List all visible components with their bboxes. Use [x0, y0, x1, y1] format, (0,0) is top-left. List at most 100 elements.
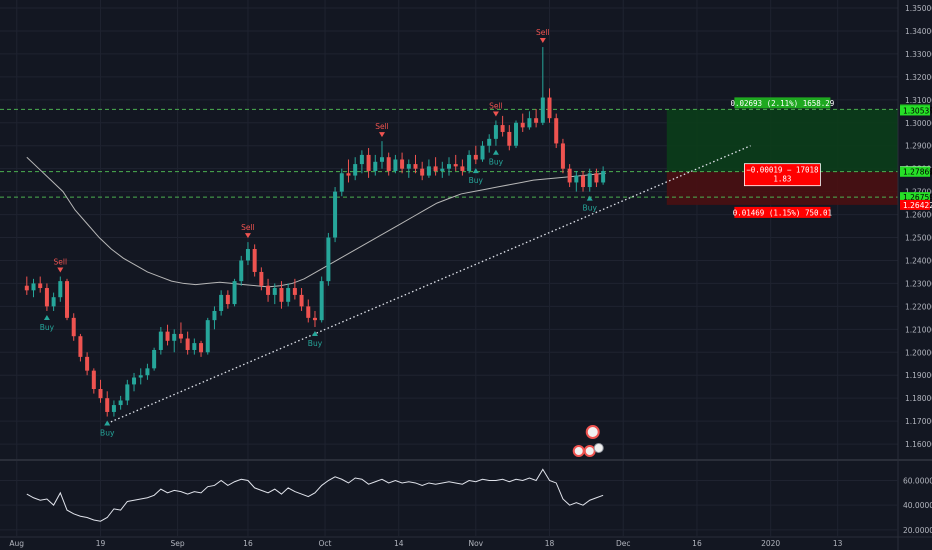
- price-tick-label: 1.24000: [905, 256, 932, 265]
- candle-body: [58, 281, 63, 298]
- price-tick-label: 1.16000: [905, 440, 932, 449]
- event-marker-icon: [583, 445, 596, 457]
- candle-body: [426, 166, 431, 176]
- candle-body: [98, 389, 103, 399]
- candle-body: [393, 159, 398, 171]
- candle-body: [480, 145, 485, 160]
- candle-body: [185, 338, 190, 350]
- buy-arrow-icon: [311, 331, 318, 337]
- candle-body: [406, 164, 411, 169]
- candle-body: [587, 173, 592, 188]
- candle-body: [152, 349, 157, 369]
- price-tick-label: 1.23000: [905, 279, 932, 288]
- time-tick-label: 14: [394, 539, 404, 548]
- candle-body: [527, 118, 532, 128]
- candle-body: [259, 271, 264, 286]
- candle-body: [132, 377, 137, 385]
- loss-label-box: [734, 206, 831, 218]
- candle-body: [346, 173, 351, 176]
- buy-signal-label: Buy: [489, 158, 504, 167]
- candle-body: [319, 281, 324, 321]
- price-tick-label: 1.26000: [905, 211, 932, 220]
- candle-body: [118, 400, 123, 406]
- sell-arrow-icon: [244, 233, 251, 239]
- candle-body: [574, 175, 579, 183]
- price-badge-text: 1.26759: [903, 193, 932, 202]
- price-tick-label: 1.19000: [905, 371, 932, 380]
- candle-body: [272, 288, 277, 295]
- price-tick-label: 1.35000: [905, 4, 932, 13]
- buy-arrow-icon: [586, 195, 593, 201]
- candle-body: [51, 297, 56, 307]
- time-tick-label: Dec: [616, 539, 631, 548]
- price-badge-text: 1.30537: [903, 106, 932, 115]
- candle-body: [286, 288, 291, 302]
- buy-arrow-icon: [104, 420, 111, 426]
- candle-body: [85, 356, 90, 371]
- candle-body: [31, 283, 36, 291]
- candle-body: [105, 398, 110, 412]
- candle-body: [91, 370, 96, 390]
- sell-arrow-icon: [492, 111, 499, 117]
- candle-body: [359, 154, 364, 165]
- risk-reward-box: [743, 163, 821, 187]
- event-marker-icon: [593, 443, 604, 453]
- candle-body: [567, 168, 572, 183]
- candle-body: [292, 288, 297, 295]
- candle-body: [493, 125, 498, 139]
- candle-body: [339, 173, 344, 192]
- price-badge: [900, 192, 930, 203]
- sell-signal-label: Sell: [241, 223, 255, 232]
- time-tick-label: 16: [692, 539, 702, 548]
- candle-body: [199, 343, 204, 353]
- candle-body: [232, 281, 237, 305]
- candle-body: [145, 368, 150, 376]
- price-tick-label: 1.33000: [905, 50, 932, 59]
- profit-label-text: 0.02693 (2.11%) 1658.29: [730, 99, 834, 108]
- buy-signal-label: Buy: [469, 176, 484, 185]
- candle-body: [125, 384, 130, 401]
- candle-body: [413, 164, 418, 169]
- buy-signal-label: Buy: [583, 204, 598, 213]
- candle-body: [467, 154, 472, 171]
- price-tick-label: 1.18000: [905, 394, 932, 403]
- candle-body: [212, 310, 217, 321]
- candle-body: [312, 317, 317, 321]
- candle-body: [138, 375, 143, 378]
- candle-body: [178, 333, 183, 339]
- time-tick-label: Nov: [468, 539, 483, 548]
- candle-body: [554, 118, 559, 144]
- time-tick-label: Aug: [9, 539, 24, 548]
- candle-body: [192, 343, 197, 350]
- price-tick-label: 1.22000: [905, 302, 932, 311]
- candle-body: [420, 168, 425, 176]
- rsi-tick-label: 40.00000: [903, 501, 932, 510]
- candle-body: [547, 97, 552, 119]
- candle-body: [386, 157, 391, 171]
- price-tick-label: 1.34000: [905, 27, 932, 36]
- candle-body: [460, 166, 465, 171]
- price-tick-label: 1.29000: [905, 142, 932, 151]
- candle-body: [500, 125, 505, 132]
- candle-body: [507, 131, 512, 146]
- candle-body: [601, 170, 606, 183]
- price-badge-text: 1.27869: [903, 168, 932, 177]
- buy-signal-label: Buy: [100, 429, 115, 438]
- price-badge-text: 1.26422: [903, 201, 932, 210]
- time-tick-label: 2020: [761, 539, 780, 548]
- candle-body: [453, 164, 458, 167]
- candle-body: [266, 285, 271, 295]
- candle-body: [172, 333, 177, 341]
- candle-body: [24, 285, 29, 291]
- time-tick-label: 16: [243, 539, 253, 548]
- candle-body: [433, 166, 438, 171]
- price-tick-label: 1.21000: [905, 325, 932, 334]
- candle-body: [353, 164, 358, 176]
- buy-signal-label: Buy: [40, 323, 55, 332]
- rsi-tick-label: 20.00000: [903, 526, 932, 535]
- candle-body: [306, 306, 311, 318]
- price-tick-label: 1.20000: [905, 348, 932, 357]
- candle-body: [299, 294, 304, 307]
- price-badge: [900, 199, 930, 210]
